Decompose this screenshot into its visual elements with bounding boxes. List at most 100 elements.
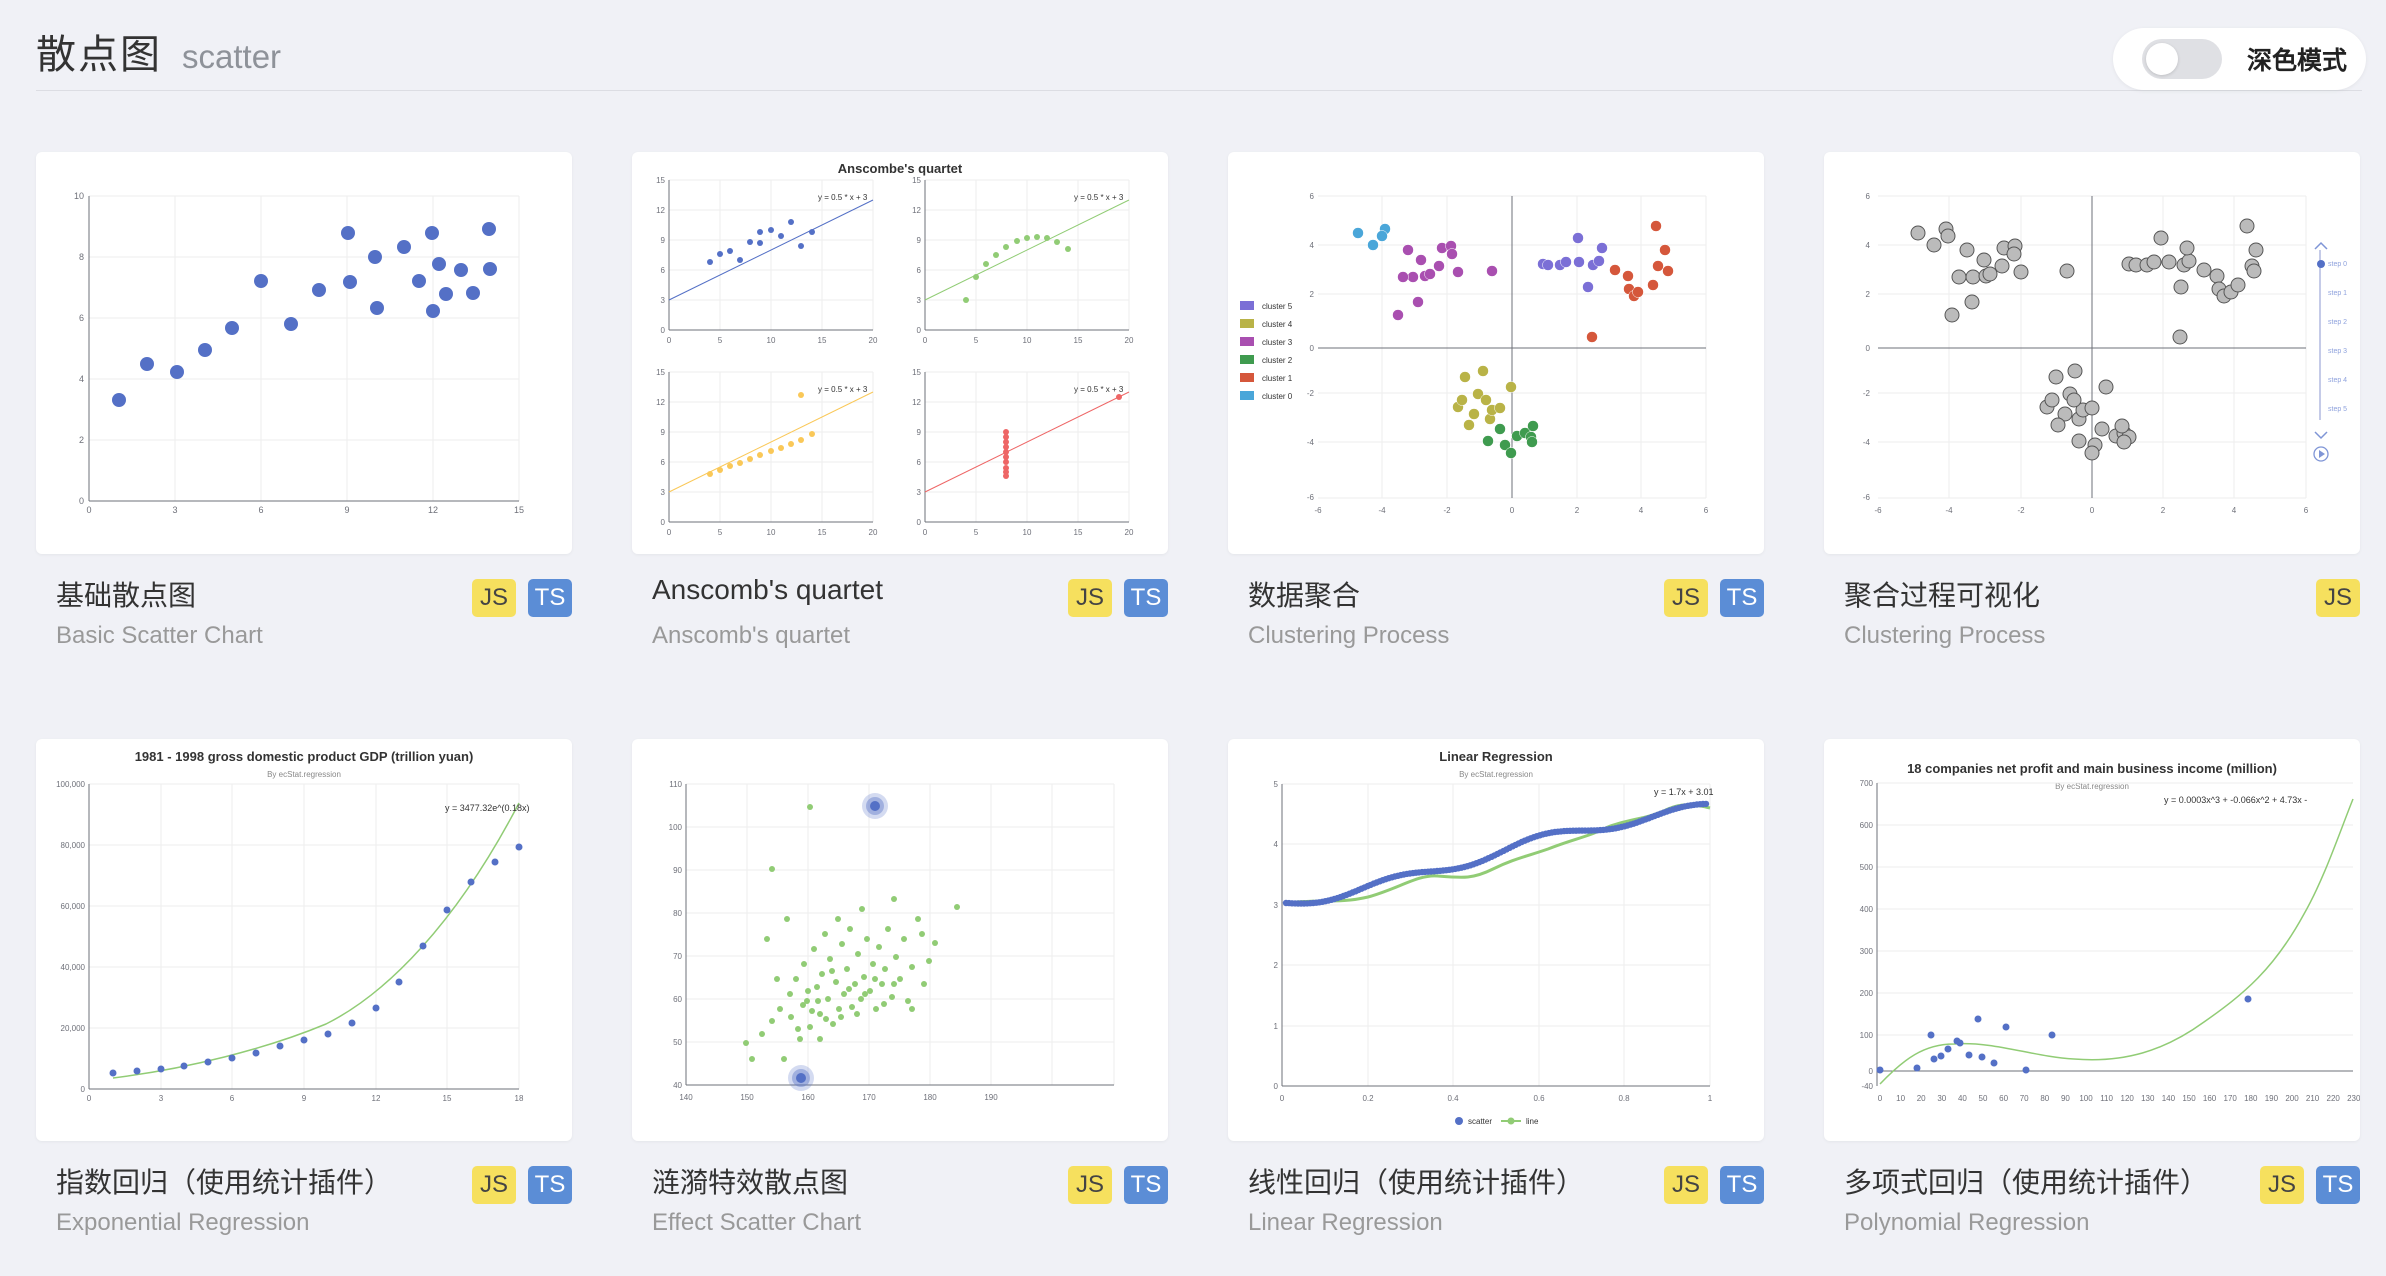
x-tick-label: 210 — [2306, 1094, 2320, 1103]
ts-badge[interactable]: TS — [2316, 1166, 2360, 1204]
card-title[interactable]: 线性回归（使用统计插件） — [1248, 1167, 1585, 1198]
card-title[interactable]: 多项式回归（使用统计插件） — [1844, 1167, 2209, 1198]
js-badge[interactable]: JS — [472, 1166, 516, 1204]
svg-text:15: 15 — [514, 505, 524, 515]
card-effect-scatter[interactable]: 40 50 60 70 80 90 100 110 140 150 160 170 180 190 涟漪… — [632, 739, 1168, 1251]
svg-text:Linear Regression: Linear Regression — [1439, 749, 1552, 764]
badge-group: JS — [2316, 579, 2360, 617]
ts-badge[interactable]: TS — [1720, 579, 1764, 617]
ts-badge[interactable]: TS — [528, 579, 572, 617]
card-title[interactable]: 指数回归（使用统计插件） — [56, 1167, 393, 1198]
svg-text:4: 4 — [1274, 840, 1279, 849]
svg-text:90: 90 — [673, 866, 682, 875]
svg-text:10: 10 — [1023, 528, 1032, 537]
card-exponential-regression[interactable]: 1981 - 1998 gross domestic product GDP (… — [36, 739, 572, 1251]
ts-badge[interactable]: TS — [1124, 1166, 1168, 1204]
card-clustering-steps[interactable]: -6 -4 -2 0 2 4 6 6 4 2 0 -2 -4 -6 step 0 st — [1824, 152, 2360, 664]
svg-text:15: 15 — [656, 368, 665, 377]
svg-text:y = 0.5 * x + 3: y = 0.5 * x + 3 — [818, 193, 868, 202]
ts-badge[interactable]: TS — [1124, 579, 1168, 617]
x-tick-labels: 0 3 6 9 12 15 — [86, 505, 524, 515]
svg-text:6: 6 — [917, 266, 922, 275]
x-tick-label: 230 — [2347, 1094, 2360, 1103]
svg-text:-6: -6 — [1863, 493, 1871, 502]
card-linear-regression[interactable]: Linear Regression By ecStat.regression 0… — [1228, 739, 1764, 1251]
badge-group: JS TS — [1068, 579, 1168, 617]
x-tick-label: 20 — [1917, 1094, 1926, 1103]
svg-text:4: 4 — [2232, 506, 2237, 515]
svg-text:10: 10 — [767, 336, 776, 345]
svg-text:9: 9 — [661, 428, 666, 437]
svg-text:3: 3 — [661, 296, 666, 305]
card-title[interactable]: 聚合过程可视化 — [1844, 580, 2041, 611]
card-title[interactable]: 基础散点图 — [56, 580, 197, 611]
card-meta: 基础散点图 Basic Scatter Chart JS TS — [36, 554, 572, 664]
chart-thumbnail[interactable]: 40 50 60 70 80 90 100 110 140 150 160 170 180 190 — [632, 739, 1168, 1141]
step-timeline: step 0 step 1 step 2 step 3 step 4 step … — [2313, 241, 2347, 462]
card-polynomial-regression[interactable]: 18 companies net profit and main busines… — [1824, 739, 2360, 1251]
card-title[interactable]: 涟漪特效散点图 — [652, 1167, 849, 1198]
svg-text:cluster 4: cluster 4 — [1262, 320, 1293, 329]
card-title[interactable]: Anscomb's quartet — [652, 574, 884, 605]
x-tick-labels: 0 10 20 30 40 50 60 70 80 90 100 110 120 130 140 150 160… — [1878, 1094, 2360, 1103]
x-tick-label: 50 — [1979, 1094, 1988, 1103]
card-anscombe[interactable]: Anscombe's quartet 0 3 6 9 12 15 0 5 10 15 20 y =… — [632, 152, 1168, 664]
svg-text:300: 300 — [1860, 947, 1874, 956]
svg-text:2: 2 — [2161, 506, 2166, 515]
chart-thumbnail[interactable]: -6 -4 -2 0 2 4 6 6 4 2 0 -2 -4 -6 step 0 st — [1824, 152, 2360, 554]
svg-text:4: 4 — [1310, 241, 1315, 250]
svg-text:15: 15 — [912, 176, 921, 185]
exponential-regression-chart: 1981 - 1998 gross domestic product GDP (… — [56, 749, 529, 1103]
svg-text:cluster 3: cluster 3 — [1262, 338, 1293, 347]
svg-text:5: 5 — [1274, 780, 1279, 789]
x-tick-label: 140 — [2162, 1094, 2176, 1103]
svg-text:6: 6 — [661, 458, 666, 467]
js-badge[interactable]: JS — [2316, 579, 2360, 617]
page-title: 散点图 — [36, 33, 162, 77]
svg-text:50: 50 — [673, 1038, 682, 1047]
svg-text:0: 0 — [1274, 1082, 1279, 1091]
svg-text:0.4: 0.4 — [1447, 1094, 1459, 1103]
card-basic-scatter[interactable]: 0 3 6 9 12 15 0 2 4 6 8 10 基础散点图 Basic Scatter Cha… — [36, 152, 572, 664]
svg-text:0: 0 — [86, 505, 91, 515]
x-tick-label: 220 — [2327, 1094, 2341, 1103]
svg-text:140: 140 — [679, 1093, 693, 1102]
svg-text:15: 15 — [656, 176, 665, 185]
ts-badge[interactable]: TS — [528, 1166, 572, 1204]
ts-badge[interactable]: TS — [1720, 1166, 1764, 1204]
clustering-chart: -6 -4 -2 0 2 4 6 6 4 2 0 -2 -4 -6 cluster 5 cluster … — [1240, 192, 1709, 515]
switch-knob — [2146, 43, 2178, 75]
svg-text:15: 15 — [1074, 336, 1083, 345]
chart-thumbnail[interactable]: 18 companies net profit and main busines… — [1824, 739, 2360, 1141]
card-clustering[interactable]: -6 -4 -2 0 2 4 6 6 4 2 0 -2 -4 -6 cluster 5 cluster … — [1228, 152, 1764, 664]
svg-text:-2: -2 — [1443, 506, 1451, 515]
svg-text:6: 6 — [661, 266, 666, 275]
chart-thumbnail[interactable]: 0 3 6 9 12 15 0 2 4 6 8 10 — [36, 152, 572, 554]
chart-thumbnail[interactable]: Anscombe's quartet 0 3 6 9 12 15 0 5 10 15 20 y =… — [632, 152, 1168, 554]
scatter-points — [112, 222, 497, 407]
dark-mode-toggle[interactable]: 深色模式 — [2113, 28, 2366, 90]
js-badge[interactable]: JS — [1068, 1166, 1112, 1204]
chart-thumbnail[interactable]: -6 -4 -2 0 2 4 6 6 4 2 0 -2 -4 -6 cluster 5 cluster … — [1228, 152, 1764, 554]
svg-text:0: 0 — [1869, 1067, 1874, 1076]
svg-text:18 companies net profit and ma: 18 companies net profit and main busines… — [1907, 761, 2277, 776]
card-subtitle: Exponential Regression — [56, 1209, 310, 1236]
svg-text:20: 20 — [1125, 336, 1134, 345]
play-icon — [2313, 446, 2329, 462]
x-tick-label: 110 — [2100, 1094, 2113, 1103]
js-badge[interactable]: JS — [1664, 1166, 1708, 1204]
chart-thumbnail[interactable]: Linear Regression By ecStat.regression 0… — [1228, 739, 1764, 1141]
svg-text:4: 4 — [79, 374, 84, 384]
card-meta: 指数回归（使用统计插件） Exponential Regression JS T… — [36, 1141, 572, 1251]
js-badge[interactable]: JS — [472, 579, 516, 617]
js-badge[interactable]: JS — [2260, 1166, 2304, 1204]
svg-text:4: 4 — [1639, 506, 1644, 515]
svg-text:12: 12 — [656, 206, 665, 215]
chart-thumbnail[interactable]: 1981 - 1998 gross domestic product GDP (… — [36, 739, 572, 1141]
svg-text:-6: -6 — [1307, 493, 1315, 502]
dark-mode-switch[interactable] — [2142, 39, 2222, 79]
js-badge[interactable]: JS — [1664, 579, 1708, 617]
js-badge[interactable]: JS — [1068, 579, 1112, 617]
card-subtitle: Anscomb's quartet — [652, 622, 851, 649]
card-title[interactable]: 数据聚合 — [1248, 580, 1361, 611]
